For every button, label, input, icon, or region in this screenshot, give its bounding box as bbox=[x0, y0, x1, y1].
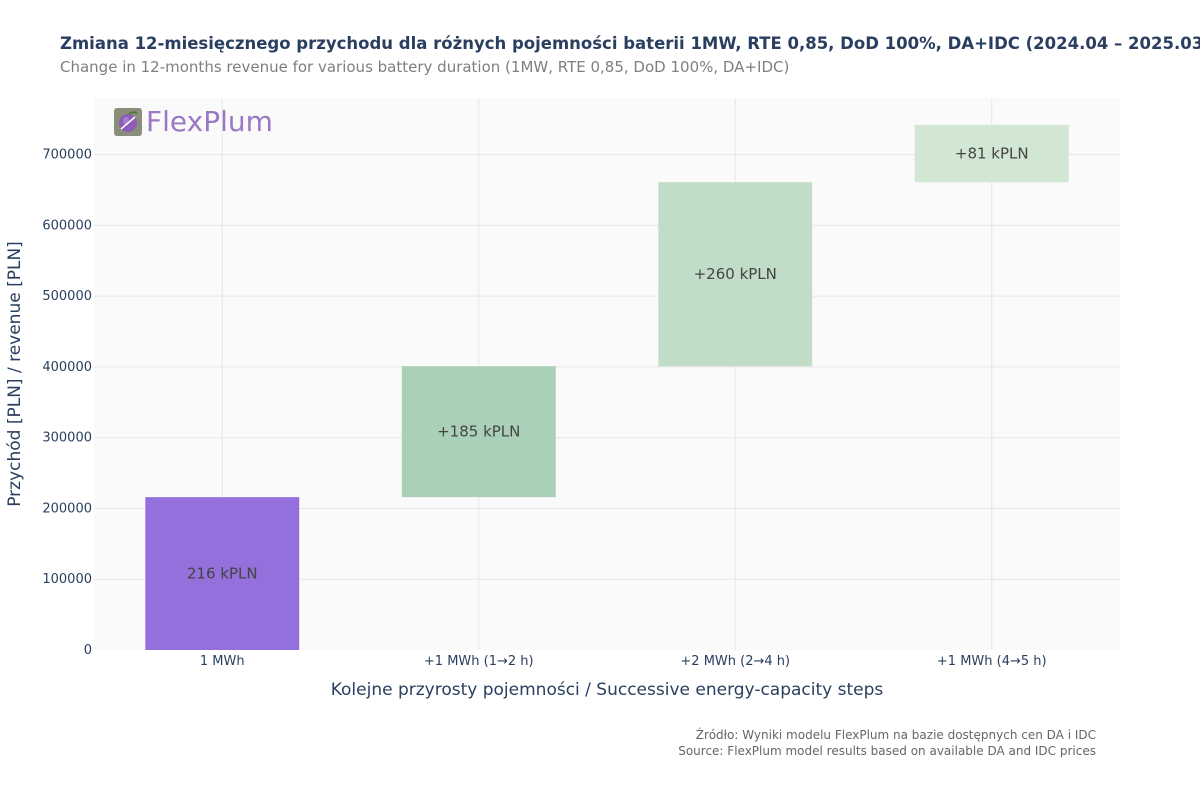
tick-labels: 0 100000 200000 300000 400000 500000 600000 700… bbox=[42, 148, 1046, 669]
x-tick-label: 1 MWh bbox=[200, 654, 245, 669]
y-tick-label: 300000 bbox=[42, 431, 92, 446]
y-axis-label: Przychód [PLN] / revenue [PLN] bbox=[5, 241, 25, 507]
y-tick-label: 200000 bbox=[42, 501, 92, 516]
bar bbox=[658, 182, 813, 367]
bar bbox=[145, 497, 300, 650]
bar-label: +260 kPLN bbox=[694, 265, 777, 283]
source-line-en: Source: FlexPlum model results based on … bbox=[678, 744, 1096, 758]
y-tick-label: 0 bbox=[84, 643, 92, 658]
bar-label: 216 kPLN bbox=[187, 565, 258, 583]
x-tick-label: +1 MWh (4→5 h) bbox=[937, 654, 1047, 669]
source-note: Źródło: Wyniki modelu FlexPlum na bazie … bbox=[678, 727, 1096, 759]
x-tick-label: +2 MWh (2→4 h) bbox=[680, 654, 790, 669]
bar-label: +185 kPLN bbox=[437, 423, 520, 441]
x-axis-label: Kolejne przyrosty pojemności / Successiv… bbox=[331, 680, 884, 700]
bar bbox=[401, 366, 556, 498]
flexplum-logo: FlexPlum bbox=[114, 108, 273, 136]
y-tick-label: 500000 bbox=[42, 289, 92, 304]
y-tick-label: 400000 bbox=[42, 360, 92, 375]
y-tick-label: 600000 bbox=[42, 218, 92, 233]
plum-icon bbox=[114, 108, 142, 136]
chart-subtitle: Change in 12-months revenue for various … bbox=[60, 58, 790, 76]
bars-group: 216 kPLN +185 kPLN +260 kPLN +81 kPLN bbox=[145, 124, 1069, 650]
chart-title: Zmiana 12-miesięcznego przychodu dla róż… bbox=[60, 34, 1200, 53]
y-tick-label: 700000 bbox=[42, 148, 92, 163]
bar-label: +81 kPLN bbox=[955, 145, 1029, 163]
source-line-pl: Źródło: Wyniki modelu FlexPlum na bazie … bbox=[695, 728, 1096, 742]
logo-text: FlexPlum bbox=[146, 105, 273, 138]
bar bbox=[914, 124, 1069, 183]
x-tick-label: +1 MWh (1→2 h) bbox=[424, 654, 534, 669]
y-tick-label: 100000 bbox=[42, 572, 92, 587]
